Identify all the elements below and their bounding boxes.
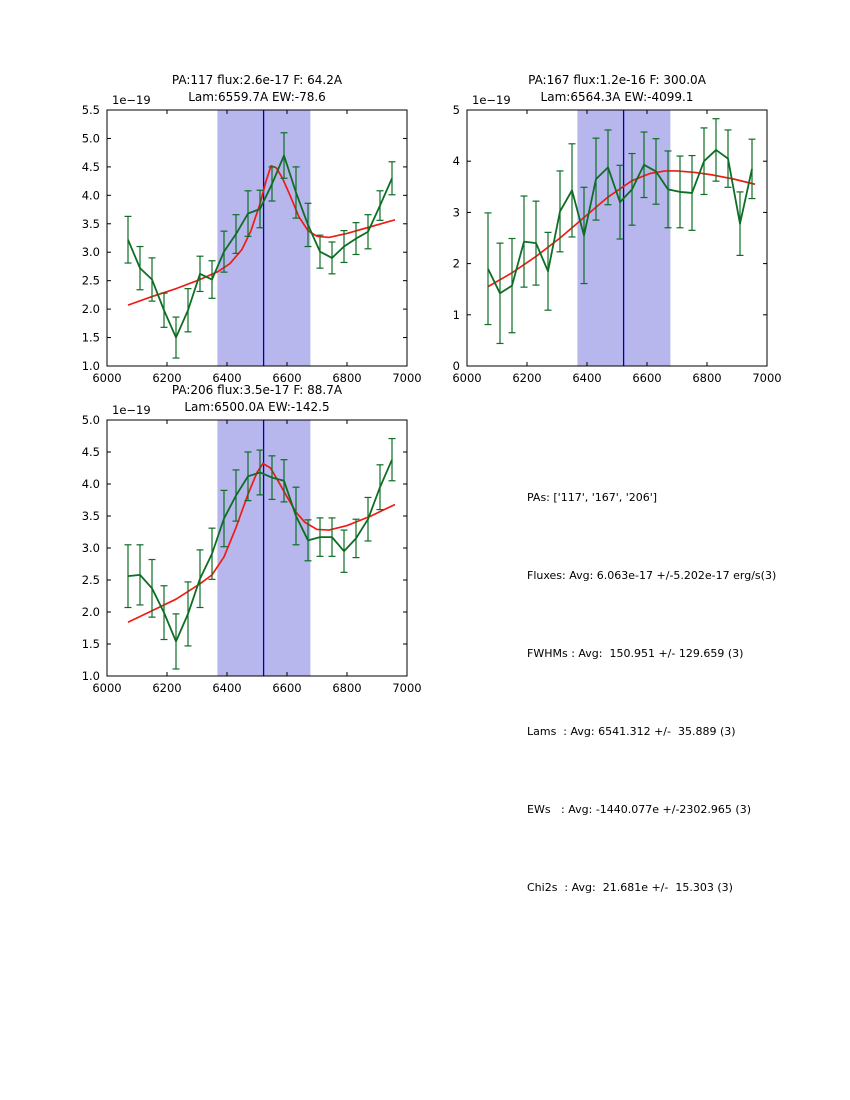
- y-tick-label: 3: [453, 205, 460, 219]
- spectrum-plot-pa167: 6000 6200 6400 6600 6800 7000 0 1 2 3 4 5 1e−19 PA:16…: [407, 60, 803, 396]
- axis-ticks: 6000 6200 6400 6600 6800 7000 0 1 2 3 4 5: [452, 103, 781, 385]
- y-tick-label: 2.5: [82, 573, 100, 587]
- x-tick-label: 6800: [692, 371, 721, 385]
- y-tick-label: 1.5: [82, 331, 100, 345]
- y-tick-label: 3.0: [82, 541, 100, 555]
- y-tick-label: 1.0: [82, 669, 100, 683]
- axes-frame: [106, 109, 408, 367]
- y-tick-label: 4.5: [82, 445, 100, 459]
- stats-line-chi2s: Chi2s : Avg: 21.681e +/- 15.303 (3): [527, 881, 733, 894]
- stats-line-fwhms: FWHMs : Avg: 150.951 +/- 129.659 (3): [527, 647, 744, 660]
- y-tick-label: 4.0: [82, 188, 100, 202]
- stats-line-fluxes: Fluxes: Avg: 6.063e-17 +/-5.202e-17 erg/…: [527, 569, 777, 582]
- x-tick-label: 6600: [272, 371, 301, 385]
- x-tick-label: 7000: [392, 681, 421, 695]
- y-tick-label: 0: [453, 359, 460, 373]
- chart-title-line2: Lam:6564.3A EW:-4099.1: [541, 90, 694, 104]
- y-tick-label: 1.0: [82, 359, 100, 373]
- x-tick-label: 7000: [752, 371, 781, 385]
- x-tick-label: 6400: [212, 681, 241, 695]
- y-tick-label: 5.5: [82, 103, 100, 117]
- chart-title-line1: PA:167 flux:1.2e-16 F: 300.0A: [528, 73, 707, 87]
- axes-frame: [466, 109, 768, 367]
- y-tick-label: 5.0: [82, 131, 100, 145]
- y-tick-label: 3.0: [82, 245, 100, 259]
- x-tick-label: 7000: [392, 371, 421, 385]
- chart-svg: 6000 6200 6400 6600 6800 7000 1.0 1.5 2.0 2.5 3.0 3…: [82, 383, 422, 695]
- chart-title-line2: Lam:6500.0A EW:-142.5: [184, 400, 329, 414]
- x-tick-label: 6400: [572, 371, 601, 385]
- x-tick-label: 6200: [152, 681, 181, 695]
- y-axis-offset-label: 1e−19: [472, 93, 511, 107]
- chart-title-line1: PA:206 flux:3.5e-17 F: 88.7A: [172, 383, 343, 397]
- x-tick-label: 6600: [272, 681, 301, 695]
- y-tick-label: 5: [453, 103, 460, 117]
- x-tick-label: 6800: [332, 681, 361, 695]
- y-tick-label: 2.5: [82, 274, 100, 288]
- x-tick-label: 6200: [512, 371, 541, 385]
- stats-line-ews: EWs : Avg: -1440.077e +/-2302.965 (3): [527, 803, 752, 816]
- spectrum-plot-pa206: 6000 6200 6400 6600 6800 7000 1.0 1.5 2.0 2.5 3.0 3…: [47, 370, 443, 706]
- spectrum-line: [487, 149, 753, 295]
- x-tick-label: 6000: [452, 371, 481, 385]
- y-tick-label: 5.0: [82, 413, 100, 427]
- stats-panel: PAs: ['117', '167', '206'] Fluxes: Avg: …: [527, 433, 776, 953]
- y-tick-label: 3.5: [82, 217, 100, 231]
- x-tick-label: 6000: [92, 371, 121, 385]
- y-tick-label: 2.0: [82, 605, 100, 619]
- x-tick-label: 6200: [152, 371, 181, 385]
- chart-title-line1: PA:117 flux:2.6e-17 F: 64.2A: [172, 73, 343, 87]
- y-tick-label: 2: [453, 257, 460, 271]
- y-tick-label: 2.0: [82, 302, 100, 316]
- y-tick-label: 1.5: [82, 637, 100, 651]
- axis-ticks: 6000 6200 6400 6600 6800 7000 1.0 1.5 2.0 2.5 3.0 3…: [82, 103, 422, 385]
- spectrum-line: [127, 459, 393, 643]
- y-axis-offset-label: 1e−19: [112, 403, 151, 417]
- y-tick-label: 4: [453, 154, 460, 168]
- y-axis-offset-label: 1e−19: [112, 93, 151, 107]
- y-tick-label: 3.5: [82, 509, 100, 523]
- x-tick-label: 6400: [212, 371, 241, 385]
- fit-line: [127, 462, 396, 624]
- spectrum-plot-pa117: 6000 6200 6400 6600 6800 7000 1.0 1.5 2.0 2.5 3.0 3…: [47, 60, 443, 396]
- chart-svg: 6000 6200 6400 6600 6800 7000 1.0 1.5 2.0 2.5 3.0 3…: [82, 73, 422, 385]
- chart-title-line2: Lam:6559.7A EW:-78.6: [188, 90, 326, 104]
- y-tick-label: 4.0: [82, 477, 100, 491]
- spectrum-line: [127, 154, 393, 339]
- x-tick-label: 6600: [632, 371, 661, 385]
- axes-frame: [106, 419, 408, 677]
- chart-svg: 6000 6200 6400 6600 6800 7000 0 1 2 3 4 5 1e−19 PA:16…: [452, 73, 781, 385]
- y-tick-label: 1: [453, 308, 460, 322]
- stats-line-pas: PAs: ['117', '167', '206']: [527, 491, 658, 504]
- stats-line-lams: Lams : Avg: 6541.312 +/- 35.889 (3): [527, 725, 736, 738]
- y-tick-label: 4.5: [82, 160, 100, 174]
- x-tick-label: 6000: [92, 681, 121, 695]
- x-tick-label: 6800: [332, 371, 361, 385]
